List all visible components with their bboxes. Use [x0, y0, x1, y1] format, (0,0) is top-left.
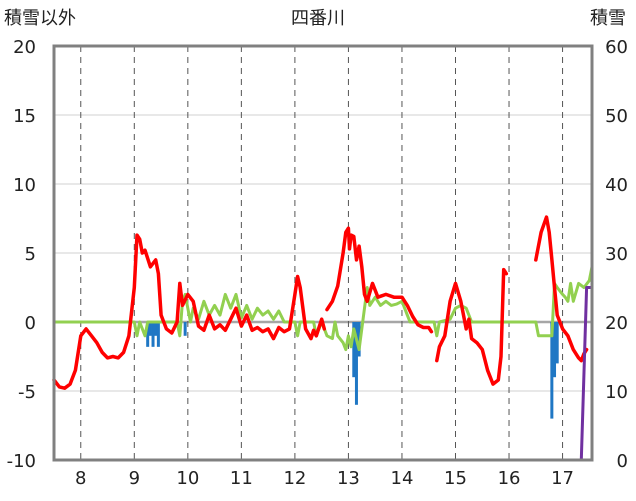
x-tick-label: 12	[283, 468, 306, 489]
right-axis-label: 積雪	[590, 8, 626, 29]
bar	[151, 322, 155, 347]
bar	[352, 322, 356, 378]
right-tick-labels: 0 10 20 30 40 50 60	[605, 37, 628, 472]
right-tick-label: 20	[605, 313, 628, 334]
bar	[156, 322, 160, 347]
bar	[354, 322, 358, 405]
left-axis-label: 積雪以外	[4, 8, 76, 29]
bar	[146, 322, 150, 347]
chart-title: 四番川	[291, 8, 345, 29]
bar	[154, 322, 158, 336]
right-tick-label: 10	[605, 382, 628, 403]
left-tick-label: 0	[25, 313, 36, 334]
x-tick-label: 16	[498, 468, 521, 489]
grid	[54, 45, 592, 461]
series-line	[52, 265, 594, 352]
bar	[555, 322, 559, 364]
x-tick-labels: 8 9 10 11 12 13 14 15 16 17	[75, 468, 574, 489]
series-line	[435, 267, 509, 386]
right-tick-label: 50	[605, 106, 628, 127]
series-line	[534, 215, 589, 363]
x-tick-label: 14	[391, 468, 414, 489]
left-tick-labels: -10 -5 0 5 10 15 20	[7, 37, 36, 472]
bar	[550, 322, 554, 419]
x-tick-label: 15	[444, 468, 467, 489]
left-tick-label: 5	[25, 244, 36, 265]
series-line	[325, 226, 434, 334]
left-tick-label: 15	[13, 106, 36, 127]
series-line	[52, 233, 327, 390]
x-tick-label: 10	[176, 468, 199, 489]
bar	[183, 322, 187, 336]
x-tick-label: 11	[230, 468, 253, 489]
bar	[553, 322, 557, 378]
right-tick-label: 60	[605, 37, 628, 58]
right-tick-label: 40	[605, 175, 628, 196]
x-tick-label: 9	[129, 468, 140, 489]
x-tick-label: 8	[75, 468, 86, 489]
left-tick-label: 10	[13, 175, 36, 196]
x-tick-label: 13	[337, 468, 360, 489]
right-tick-label: 30	[605, 244, 628, 265]
bar	[148, 322, 152, 336]
left-tick-label: -10	[7, 451, 36, 472]
x-tick-label: 17	[551, 468, 574, 489]
left-tick-label: 20	[13, 37, 36, 58]
left-tick-label: -5	[18, 382, 36, 403]
plot-frame	[52, 44, 594, 462]
right-tick-label: 0	[617, 451, 628, 472]
